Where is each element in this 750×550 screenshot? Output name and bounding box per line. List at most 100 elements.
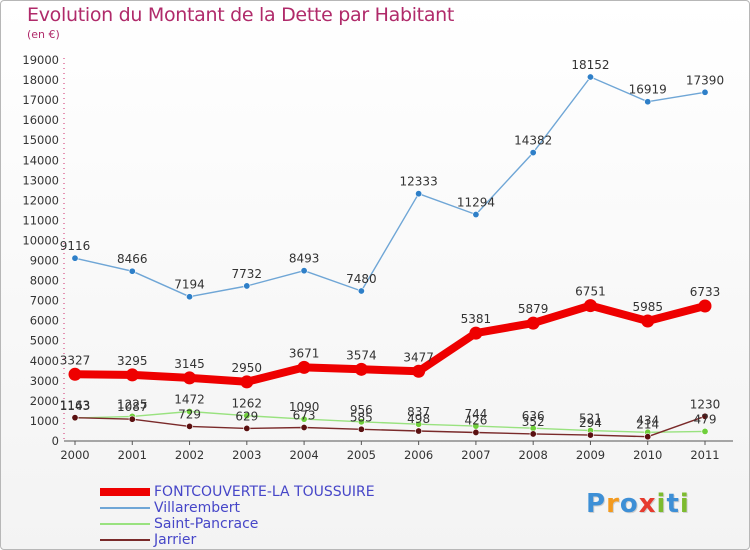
- data-point: [701, 412, 709, 420]
- y-tick-label: 11000: [22, 213, 59, 227]
- series-line: [74, 415, 706, 438]
- legend-label: Villarembert: [154, 500, 240, 516]
- data-label: 6751: [575, 285, 606, 299]
- data-label: 1472: [174, 392, 205, 406]
- data-point: [71, 414, 79, 422]
- data-label: 7194: [174, 278, 205, 292]
- y-tick-label: 16000: [22, 113, 59, 127]
- data-point: [243, 412, 251, 420]
- data-point: [297, 360, 311, 374]
- logo-letter: o: [619, 489, 639, 519]
- data-label: 5879: [518, 302, 549, 316]
- chart-title: Evolution du Montant de la Dette par Hab…: [27, 4, 455, 26]
- data-point: [300, 424, 308, 432]
- y-tick-label: 5000: [30, 334, 59, 348]
- data-label: 18152: [571, 58, 609, 72]
- legend-swatch: [100, 539, 150, 541]
- data-label: 1087: [117, 400, 148, 414]
- data-point: [472, 428, 480, 436]
- y-tick-label: 18000: [22, 73, 59, 87]
- data-point: [128, 267, 136, 275]
- y-tick-label: 7000: [30, 294, 59, 308]
- data-label: 3327: [60, 353, 91, 367]
- data-label: 434: [636, 413, 659, 427]
- y-tick-label: 6000: [30, 314, 59, 328]
- data-label: 7732: [232, 267, 263, 281]
- logo-letter: r: [606, 489, 620, 519]
- data-label: 426: [464, 413, 487, 427]
- data-point: [472, 211, 480, 219]
- series-line: [71, 301, 709, 386]
- x-tick-label: 2000: [60, 448, 89, 462]
- data-point: [586, 431, 594, 439]
- y-tick-label: 19000: [22, 53, 59, 67]
- x-tick-label: 2010: [633, 448, 662, 462]
- logo-letter: i: [679, 489, 690, 519]
- data-point: [701, 427, 709, 435]
- data-point: [243, 424, 251, 432]
- data-label: 1090: [289, 400, 320, 414]
- data-point: [701, 88, 709, 96]
- y-tick-label: 12000: [22, 193, 59, 207]
- data-label: 9116: [60, 239, 91, 253]
- x-tick-label: 2009: [576, 448, 605, 462]
- x-tick-label: 2011: [690, 448, 719, 462]
- legend-label: Saint-Pancrace: [154, 516, 259, 532]
- data-label: 3574: [346, 348, 377, 362]
- data-label: 956: [350, 403, 373, 417]
- data-label: 521: [579, 412, 602, 426]
- logo-letter: i: [656, 489, 667, 519]
- data-label: 837: [407, 405, 430, 419]
- data-point: [641, 314, 655, 328]
- logo-letter: P: [586, 489, 607, 519]
- legend-swatch: [100, 488, 150, 496]
- data-point: [125, 368, 139, 382]
- data-point: [357, 425, 365, 433]
- data-point: [644, 433, 652, 441]
- data-label: 7480: [346, 272, 377, 286]
- data-label: 585: [350, 410, 373, 424]
- data-point: [357, 287, 365, 295]
- y-tick-label: 0: [52, 434, 59, 448]
- data-point: [415, 427, 423, 435]
- data-label: 1163: [60, 399, 91, 413]
- data-label: 479: [694, 412, 717, 426]
- data-label: 1230: [690, 397, 721, 411]
- data-label: 6733: [690, 285, 721, 299]
- data-point: [186, 407, 194, 415]
- data-label: 12333: [400, 175, 438, 189]
- legend-swatch: [100, 507, 150, 509]
- series-line: [74, 76, 706, 298]
- data-label: 1225: [117, 397, 148, 411]
- data-point: [469, 326, 483, 340]
- data-point: [415, 420, 423, 428]
- data-point: [412, 364, 426, 378]
- data-label: 352: [522, 415, 545, 429]
- y-tick-label: 9000: [30, 254, 59, 268]
- data-label: 629: [235, 409, 258, 423]
- data-label: 729: [178, 407, 201, 421]
- series-line: [74, 410, 706, 433]
- legend-label: Jarrier: [154, 532, 197, 548]
- data-label: 673: [293, 409, 316, 423]
- legend-swatch: [100, 523, 150, 525]
- data-point: [186, 293, 194, 301]
- data-label: 5381: [461, 312, 492, 326]
- data-label: 11294: [457, 196, 495, 210]
- data-label: 294: [579, 416, 602, 430]
- data-point: [183, 371, 197, 385]
- data-label: 3671: [289, 346, 320, 360]
- data-label: 2950: [232, 361, 263, 375]
- data-label: 3295: [117, 354, 148, 368]
- data-point: [357, 418, 365, 426]
- data-point: [644, 98, 652, 106]
- y-tick-label: 8000: [30, 274, 59, 288]
- data-label: 1143: [60, 399, 91, 413]
- data-point: [586, 73, 594, 81]
- data-label: 5985: [632, 300, 663, 314]
- data-label: 8493: [289, 252, 320, 266]
- x-tick-label: 2005: [347, 448, 376, 462]
- x-tick-label: 2007: [461, 448, 490, 462]
- y-tick-label: 13000: [22, 173, 59, 187]
- data-label: 1262: [232, 397, 263, 411]
